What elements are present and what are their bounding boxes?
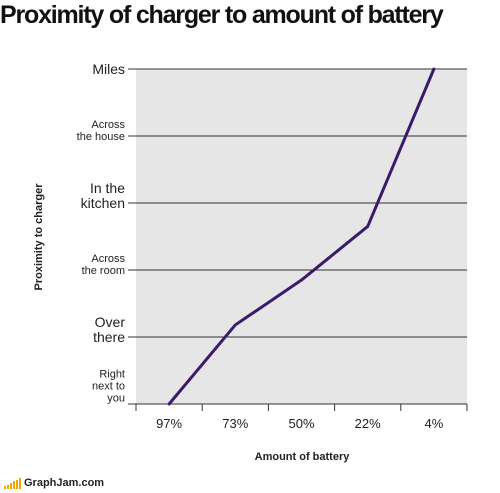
x-tick-label: 73%: [222, 416, 248, 431]
x-axis-label: Amount of battery: [255, 451, 351, 463]
y-tick-label: Across the house: [77, 119, 126, 143]
y-tick-label: In the kitchen: [81, 180, 126, 211]
signal-bar: [10, 482, 12, 489]
x-tick-label: 4%: [425, 416, 444, 431]
y-axis-label: Proximity to charger: [33, 183, 45, 291]
plot-area: [136, 69, 467, 404]
signal-bars-icon: [4, 478, 21, 489]
signal-bar: [16, 479, 18, 489]
x-tick-label: 22%: [355, 416, 381, 431]
x-tick-label: 97%: [156, 416, 182, 431]
signal-bar: [7, 484, 9, 489]
y-tick-label: Right next to you: [92, 368, 125, 404]
footer-site-label: GraphJam.com: [24, 477, 105, 489]
graphjam-footer: GraphJam.com: [4, 478, 104, 489]
y-tick-label: Over there: [93, 314, 125, 345]
x-tick-label: 50%: [288, 416, 314, 431]
signal-bar: [19, 478, 21, 489]
y-tick-label: Across the room: [82, 253, 126, 277]
signal-bar: [4, 486, 6, 489]
chart-title: Proximity of charger to amount of batter…: [0, 1, 444, 29]
signal-bar: [13, 481, 15, 489]
series-line: [167, 67, 436, 406]
y-tick-label: Miles: [92, 61, 125, 77]
